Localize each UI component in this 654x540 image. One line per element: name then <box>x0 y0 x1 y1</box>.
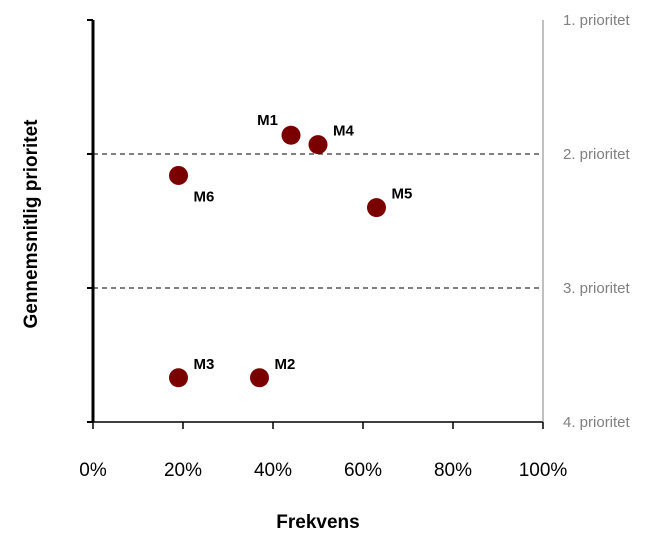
x-tick-label: 40% <box>254 460 292 481</box>
point-label: M6 <box>194 188 215 205</box>
gridlines <box>93 153 543 289</box>
data-point <box>308 135 328 155</box>
x-tick-labels: 0% 20% 40% 60% 80% 100% <box>79 460 567 481</box>
right-axis-label: 2. prioritet <box>563 146 631 163</box>
point-label: M2 <box>275 356 296 373</box>
point-label: M4 <box>333 123 354 140</box>
axis-ticks <box>87 19 544 429</box>
right-axis-label: 3. prioritet <box>563 280 631 297</box>
right-axis-label: 4. prioritet <box>563 414 631 431</box>
right-axis-labels: 1. prioritet 2. prioritet 3. prioritet 4. p… <box>563 12 631 431</box>
x-tick-label: 20% <box>164 460 202 481</box>
x-tick-label: 60% <box>344 460 382 481</box>
right-axis-label: 1. prioritet <box>563 12 631 29</box>
point-label: M1 <box>257 112 278 129</box>
data-point <box>169 165 188 185</box>
point-label: M5 <box>392 186 413 203</box>
x-tick-label: 100% <box>519 460 568 481</box>
data-point <box>169 368 188 388</box>
x-axis-title: Frekvens <box>276 512 359 533</box>
data-point <box>367 198 386 218</box>
data-point <box>250 368 269 388</box>
data-points: M1 M4 M6 M5 M3 M2 <box>169 112 413 388</box>
x-tick-label: 0% <box>79 460 107 481</box>
y-axis-title: Gennemsnitlig prioritet <box>21 119 42 329</box>
x-tick-label: 80% <box>434 460 472 481</box>
point-label: M3 <box>194 356 215 373</box>
data-point <box>281 125 301 145</box>
